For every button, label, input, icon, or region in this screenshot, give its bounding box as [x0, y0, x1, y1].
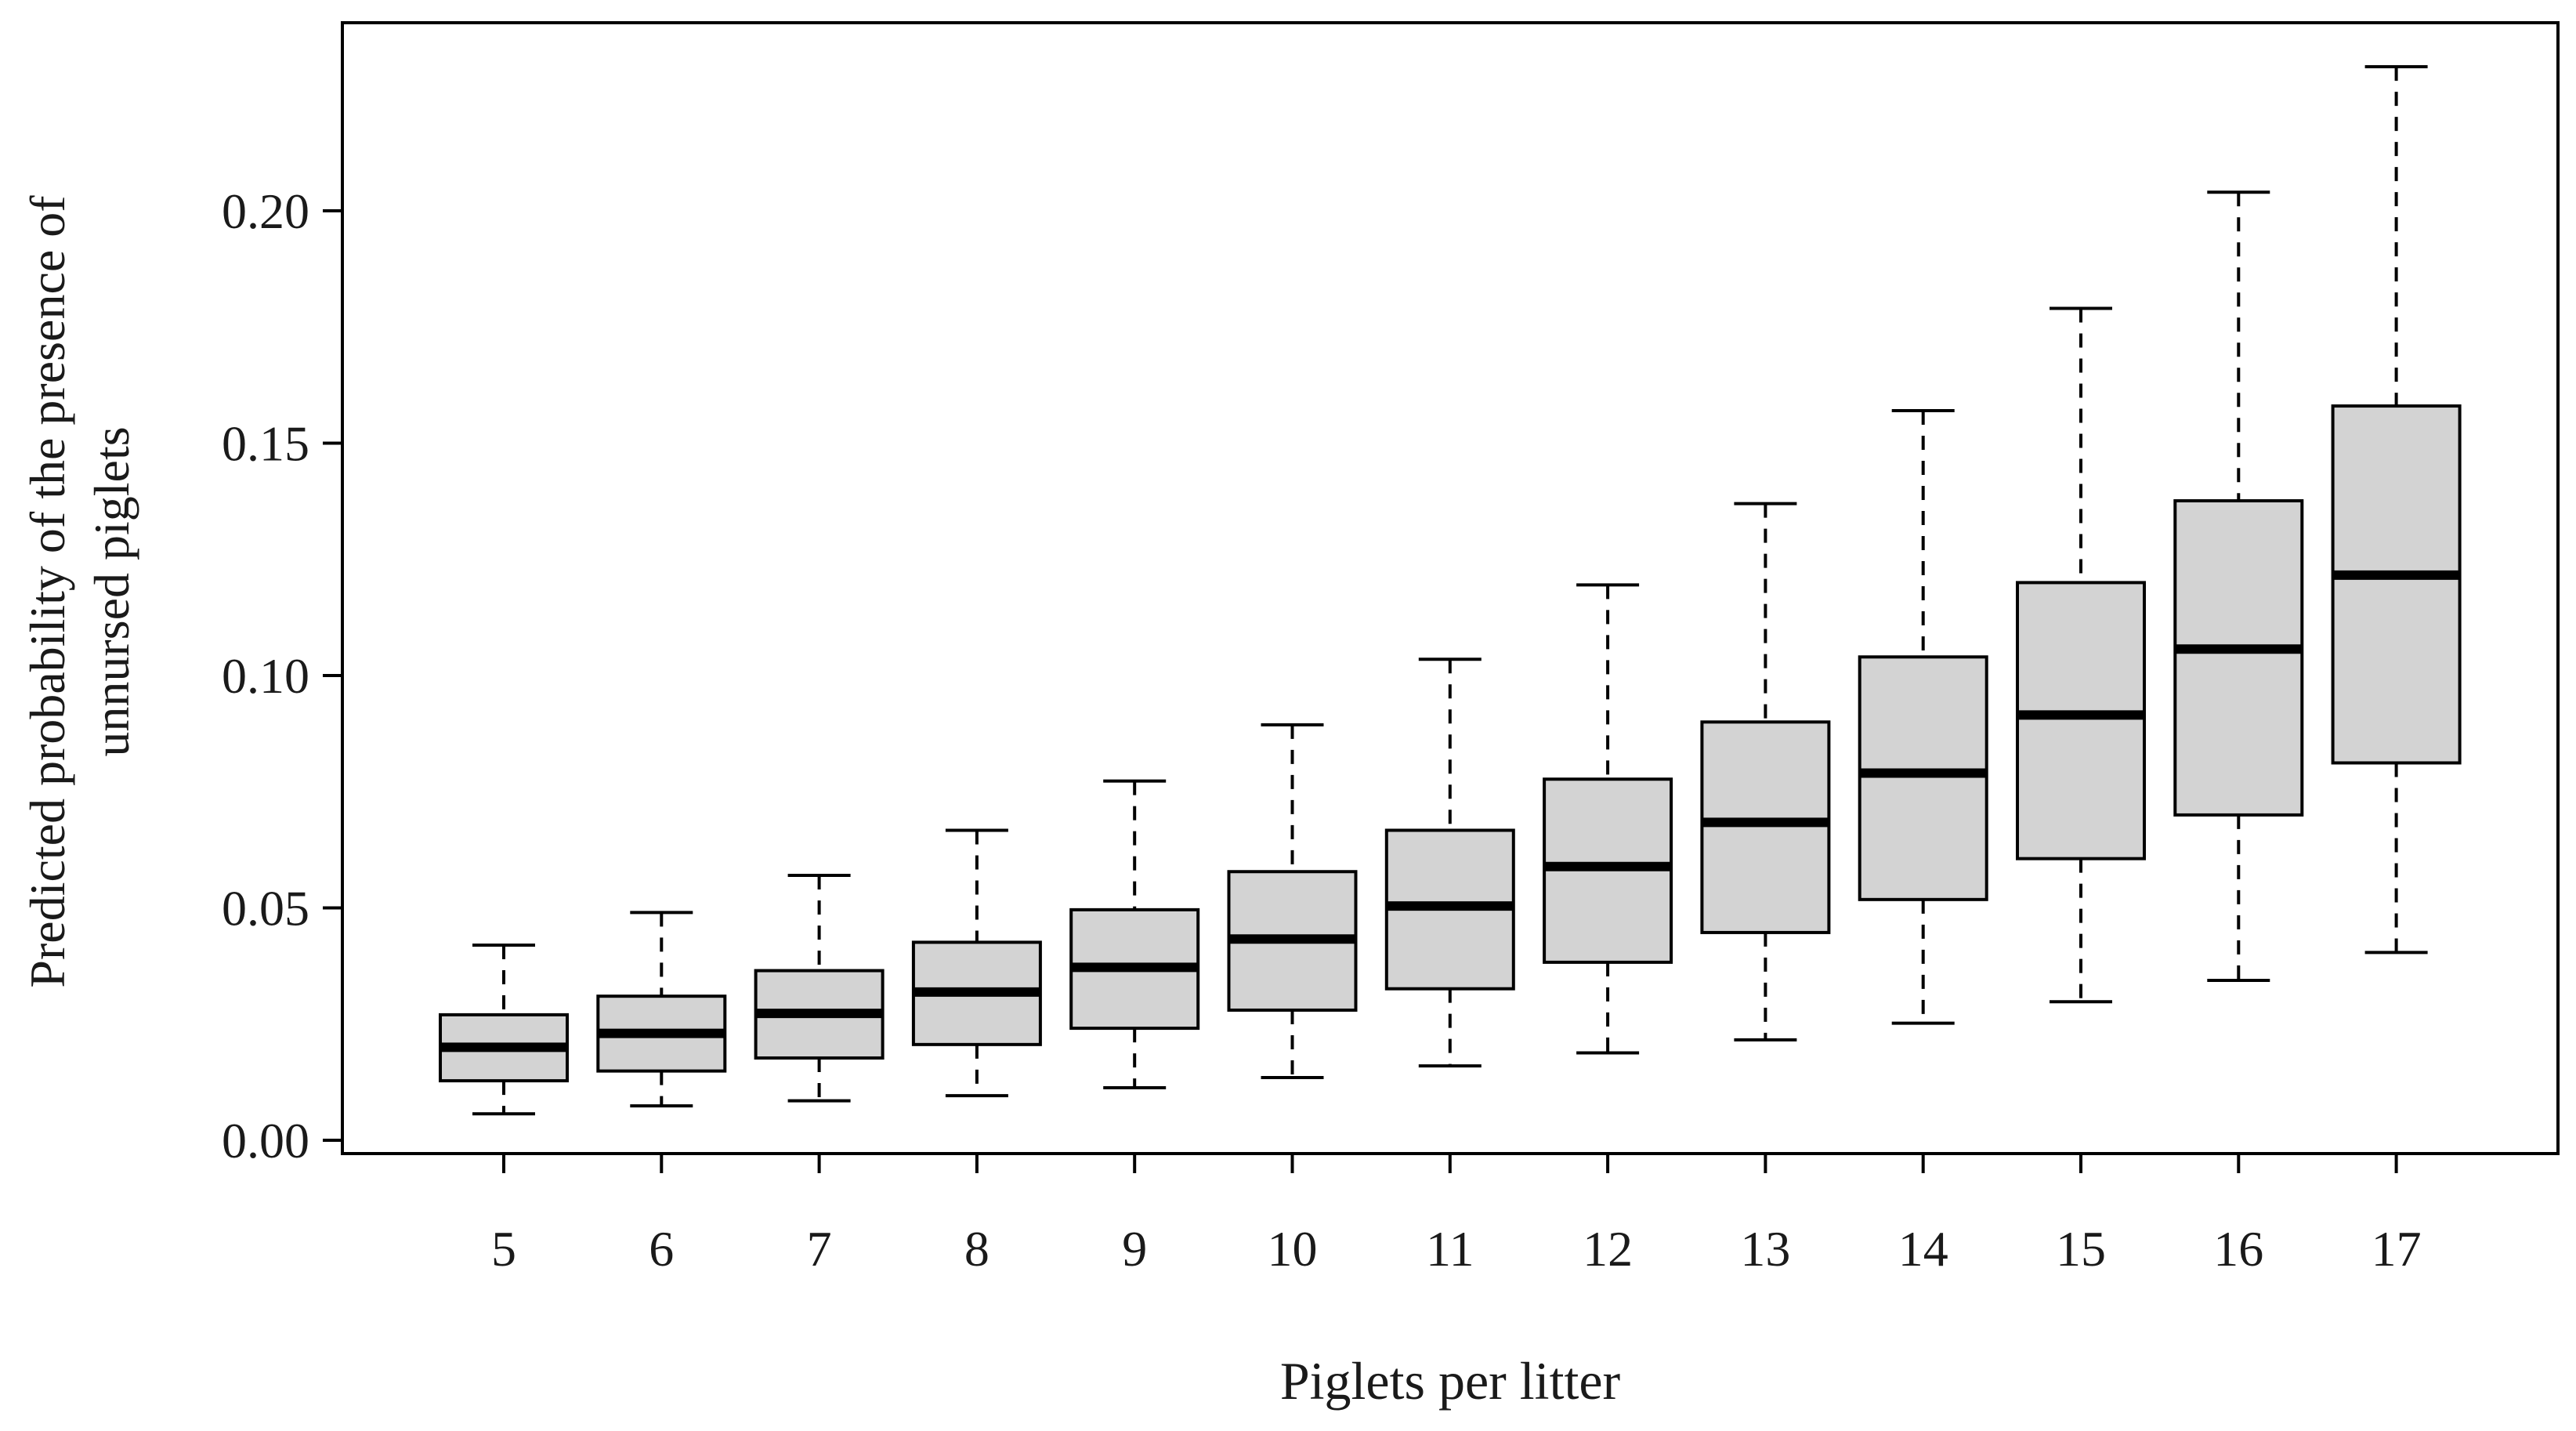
box-iqr	[1700, 720, 1831, 934]
box-8	[911, 828, 1042, 1098]
box-10	[1227, 723, 1358, 1079]
x-axis: 5 6 7 8 9 10 11 12 13 14 15 16 17	[491, 1154, 2422, 1277]
box-5	[439, 943, 569, 1116]
box-11	[1384, 658, 1515, 1068]
x-tick-label: 11	[1426, 1221, 1474, 1277]
x-axis-label: Piglets per litter	[1280, 1351, 1621, 1411]
box-16	[2173, 190, 2304, 983]
y-tick-label: 0.05	[222, 881, 309, 936]
box-iqr	[2016, 581, 2146, 860]
box-15	[2016, 306, 2146, 1004]
x-tick-label: 17	[2372, 1221, 2422, 1277]
x-tick-label: 10	[1268, 1221, 1318, 1277]
y-tick-label: 0.10	[222, 648, 309, 704]
box-13	[1700, 502, 1831, 1042]
x-tick-label: 16	[2213, 1221, 2263, 1277]
box-17	[2331, 65, 2462, 955]
x-tick-label: 9	[1122, 1221, 1147, 1277]
y-axis-label-line-2: unnursed piglets	[84, 426, 139, 756]
y-axis-label-line-1: Predicted probability of the presence of	[20, 195, 75, 988]
box-9	[1069, 779, 1200, 1089]
box-7	[754, 873, 885, 1103]
x-tick-label: 13	[1740, 1221, 1790, 1277]
box-12	[1543, 583, 1673, 1055]
x-tick-label: 14	[1898, 1221, 1948, 1277]
x-tick-label: 6	[649, 1221, 674, 1277]
box-iqr	[1858, 655, 1988, 901]
x-tick-label: 12	[1583, 1221, 1633, 1277]
boxes	[439, 65, 2462, 1116]
y-tick-label: 0.15	[222, 416, 309, 472]
x-tick-label: 15	[2056, 1221, 2106, 1277]
box-14	[1858, 408, 1988, 1025]
x-tick-label: 7	[807, 1221, 832, 1277]
y-tick-label: 0.00	[222, 1113, 309, 1168]
x-tick-label: 5	[491, 1221, 516, 1277]
box-iqr	[2331, 404, 2462, 765]
x-tick-label: 8	[964, 1221, 990, 1277]
box-6	[596, 911, 727, 1108]
y-axis: 0.00 0.05 0.10 0.15 0.20	[222, 183, 342, 1168]
y-tick-label: 0.20	[222, 183, 309, 239]
box-iqr	[2173, 499, 2304, 817]
